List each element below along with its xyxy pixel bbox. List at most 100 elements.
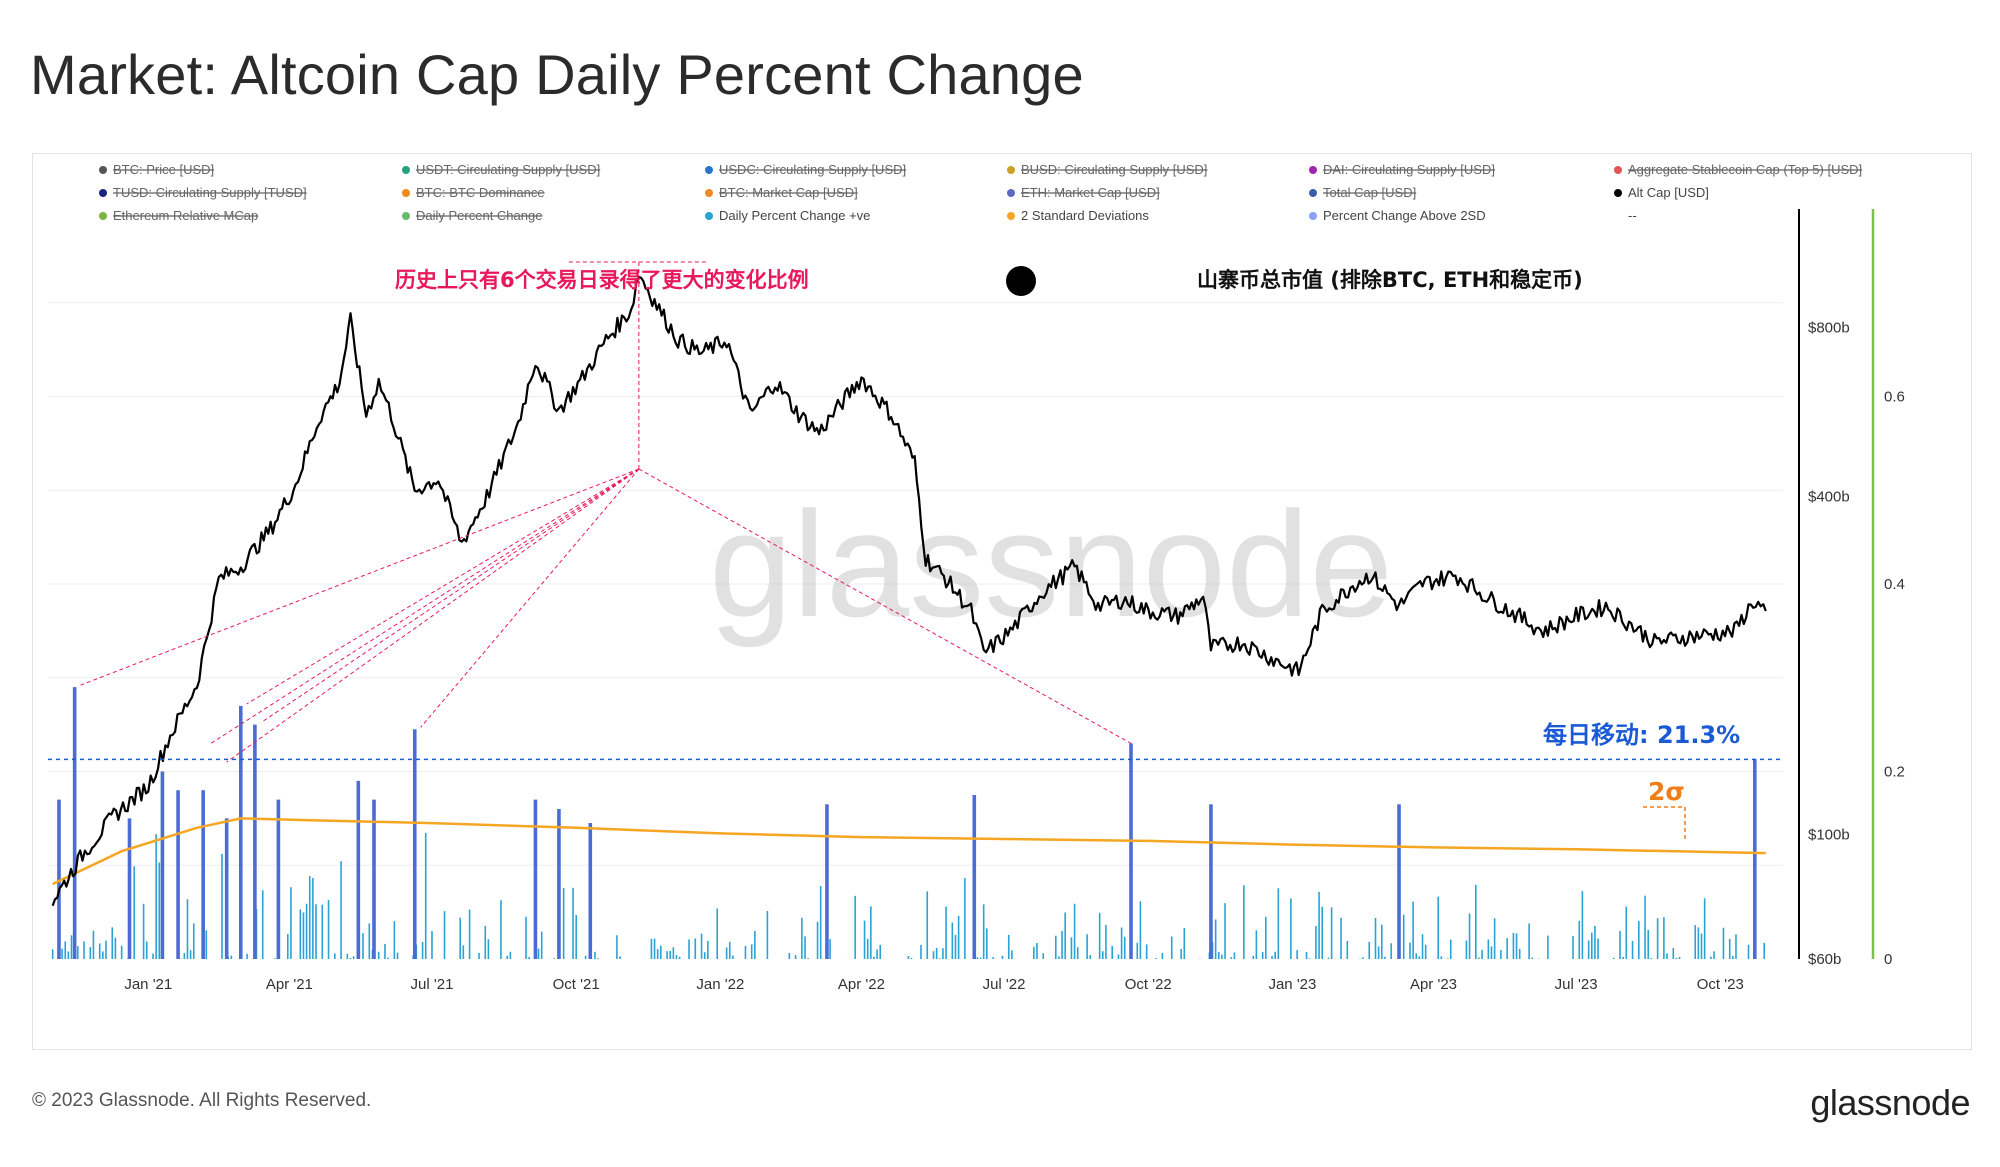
- bar-positive-change: [334, 953, 336, 959]
- y-left-tick-label: $400b: [1808, 488, 1850, 505]
- bar-positive-change: [942, 948, 944, 959]
- bar-positive-change: [854, 895, 856, 959]
- bar-positive-change: [879, 944, 882, 959]
- bar-positive-change: [1042, 953, 1045, 959]
- footer-copyright: © 2023 Glassnode. All Rights Reserved.: [32, 1090, 372, 1111]
- bar-positive-change: [1340, 917, 1342, 959]
- bar-positive-change: [926, 891, 929, 959]
- legend-item-label: ETH: Market Cap [USD]: [1021, 185, 1160, 200]
- bar-positive-change: [876, 949, 878, 959]
- bar-positive-change: [986, 928, 988, 959]
- bar-above-2sd: [1397, 804, 1401, 959]
- legend-dot-icon: [1614, 166, 1622, 174]
- axes: $60b $100b $400b $800b 0 0.2 0.4 0.6 Jan '21 Apr …: [124, 209, 1905, 993]
- bar-positive-change: [1384, 956, 1386, 959]
- bar-positive-change: [1625, 906, 1628, 959]
- bar-positive-change: [1531, 957, 1534, 959]
- bar-positive-change: [1390, 943, 1392, 959]
- bar-positive-change: [728, 941, 731, 959]
- bar-positive-change: [462, 945, 465, 959]
- bar-positive-change: [1581, 891, 1584, 959]
- bar-positive-change: [302, 912, 305, 959]
- annotation-sigma: 2σ: [1648, 777, 1685, 806]
- bar-positive-change: [1663, 917, 1665, 959]
- bar-positive-change: [1136, 942, 1139, 959]
- bar-positive-change: [1033, 946, 1035, 959]
- bar-positive-change: [804, 936, 806, 959]
- bar-positive-change: [1217, 951, 1220, 959]
- x-tick-label: Jul '21: [411, 976, 454, 993]
- bar-positive-change: [1330, 907, 1333, 959]
- bar-positive-change: [1058, 956, 1060, 959]
- bar-positive-change: [1697, 927, 1700, 959]
- legend-item-label: Alt Cap [USD]: [1628, 185, 1709, 200]
- legend-item-label: Aggregate Stablecoin Cap (Top 5) [USD]: [1628, 162, 1862, 177]
- legend-item-label: Percent Change Above 2SD: [1323, 208, 1486, 223]
- bar-positive-change: [1412, 901, 1414, 959]
- legend-item-label: Total Cap [USD]: [1323, 185, 1416, 200]
- bar-positive-change: [816, 921, 819, 959]
- bar-positive-change: [1572, 936, 1574, 959]
- bar-positive-change: [1036, 943, 1038, 959]
- bar-positive-change: [954, 934, 957, 959]
- bar-positive-change: [487, 939, 490, 959]
- bar-positive-change: [1578, 920, 1581, 959]
- bar-positive-change: [584, 955, 587, 959]
- bar-positive-change: [1007, 934, 1010, 959]
- annotation-leader-line: [80, 468, 640, 686]
- bar-positive-change: [957, 915, 960, 959]
- page-title: Market: Altcoin Cap Daily Percent Change: [30, 43, 1084, 106]
- bar-positive-change: [1321, 906, 1324, 959]
- x-tick-label: Jan '23: [1268, 976, 1316, 993]
- bar-positive-change: [393, 921, 396, 959]
- bar-positive-change: [982, 904, 985, 959]
- bar-positive-change: [1161, 952, 1164, 959]
- legend-dot-icon: [99, 189, 107, 197]
- bar-positive-change: [1594, 925, 1596, 959]
- bar-positive-change: [653, 938, 656, 959]
- legend-item-label: USDT: Circulating Supply [USD]: [416, 162, 600, 177]
- bar-above-2sd: [825, 804, 829, 959]
- bar-positive-change: [744, 945, 747, 959]
- bar-above-2sd: [224, 818, 229, 959]
- bar-positive-change: [1255, 930, 1258, 959]
- bar-positive-change: [866, 938, 869, 959]
- bar-above-2sd: [176, 790, 180, 959]
- bar-positive-change: [1678, 957, 1681, 959]
- bar-positive-change: [509, 951, 512, 959]
- bar-positive-change: [246, 953, 248, 959]
- bar-positive-change: [1421, 934, 1424, 959]
- bar-positive-change: [1644, 895, 1646, 959]
- bar-positive-change: [1446, 958, 1449, 959]
- bar-positive-change: [145, 941, 148, 959]
- bar-positive-change: [562, 888, 565, 959]
- y-right-tick-label: 0.6: [1884, 389, 1905, 406]
- bar-positive-change: [421, 942, 424, 959]
- x-tick-label: Apr '23: [1410, 976, 1457, 993]
- bar-positive-change: [92, 930, 95, 959]
- bar-positive-change: [362, 933, 364, 959]
- bar-positive-change: [678, 956, 681, 959]
- legend-item-label: TUSD: Circulating Supply [TUSD]: [113, 185, 307, 200]
- bar-positive-change: [807, 958, 809, 959]
- bar-positive-change: [1327, 957, 1330, 959]
- bar-positive-change: [1528, 923, 1530, 959]
- legend-dot-icon: [705, 212, 713, 220]
- bar-positive-change: [1437, 896, 1439, 959]
- bar-positive-change: [431, 931, 433, 959]
- bar-positive-change: [801, 917, 803, 959]
- legend-dot-icon: [1309, 166, 1317, 174]
- bar-positive-change: [788, 952, 791, 959]
- bar-above-2sd: [276, 799, 281, 959]
- bar-positive-change: [155, 834, 157, 959]
- bar-positive-change: [1070, 937, 1073, 959]
- bar-positive-change: [424, 832, 427, 959]
- bar-positive-change: [349, 957, 352, 959]
- bar-positive-change: [703, 952, 706, 959]
- bar-positive-change: [1713, 951, 1715, 959]
- bar-positive-change: [478, 953, 480, 959]
- bar-positive-change: [114, 937, 117, 959]
- bar-positive-change: [1318, 891, 1320, 959]
- bar-positive-change: [1612, 957, 1615, 959]
- bar-positive-change: [299, 909, 302, 959]
